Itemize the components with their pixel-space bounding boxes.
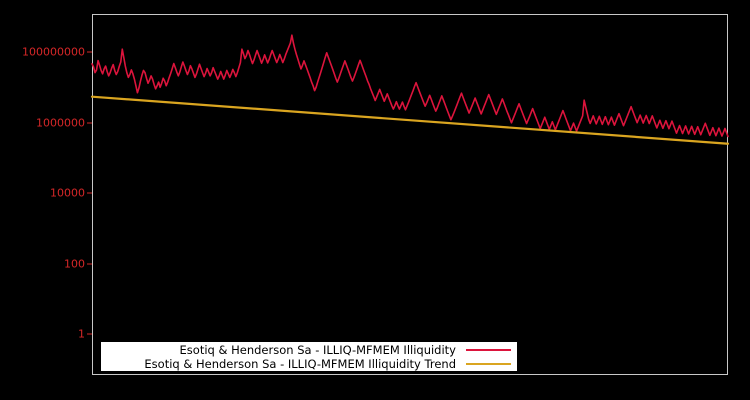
y-axis-tick-mark xyxy=(87,192,92,194)
y-axis-tick-mark xyxy=(87,51,92,53)
legend-swatch-trend xyxy=(466,362,511,365)
trend-group xyxy=(90,95,730,145)
y-axis-tick-label: 100000000 xyxy=(22,45,85,59)
legend-label-trend: Esotiq & Henderson Sa - ILLIQ-MFMEM Illi… xyxy=(144,356,456,371)
legend-label-series: Esotiq & Henderson Sa - ILLIQ-MFMEM Illi… xyxy=(179,342,456,357)
y-axis-tick-mark xyxy=(87,333,92,335)
legend-item-trend: Esotiq & Henderson Sa - ILLIQ-MFMEM Illi… xyxy=(101,357,517,371)
illiquidity-trend-line xyxy=(90,95,730,145)
y-axis-tick-label: 1 xyxy=(78,327,85,341)
y-axis-tick-mark xyxy=(87,122,92,123)
plot-area xyxy=(92,14,728,375)
legend-swatch-series xyxy=(466,348,511,351)
y-axis-tick-label: 100 xyxy=(64,257,85,270)
y-axis-tick-label: 10000 xyxy=(50,186,85,200)
series-group xyxy=(91,34,729,138)
y-axis-tick-label: 1000000 xyxy=(36,116,85,129)
y-axis-tick-mark xyxy=(87,263,92,264)
chart-legend: Esotiq & Henderson Sa - ILLIQ-MFMEM Illi… xyxy=(100,341,518,372)
legend-item-series: Esotiq & Henderson Sa - ILLIQ-MFMEM Illi… xyxy=(101,343,517,357)
illiquidity-series-line xyxy=(91,34,729,138)
